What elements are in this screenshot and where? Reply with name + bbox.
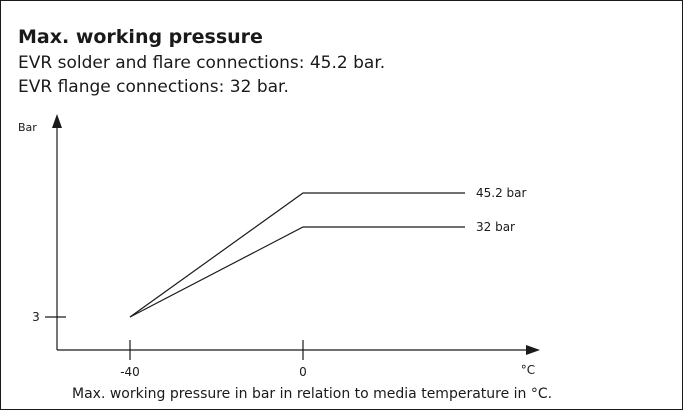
y-axis-label: Bar — [18, 121, 37, 134]
x-tick-label: -40 — [120, 365, 140, 379]
y-tick-label: 3 — [32, 310, 40, 324]
x-axis-label: °C — [521, 363, 535, 377]
curve-label: 32 bar — [476, 220, 515, 234]
y-arrow — [52, 114, 62, 128]
x-arrow — [526, 345, 540, 355]
curve-label: 45.2 bar — [476, 186, 527, 200]
curve — [129, 226, 465, 318]
spec-line: EVR flange connections: 32 bar. — [18, 77, 289, 97]
heading: Max. working pressure — [18, 26, 263, 48]
spec-line: EVR solder and flare connections: 45.2 b… — [18, 53, 385, 73]
caption: Max. working pressure in bar in relation… — [72, 386, 552, 402]
curve — [129, 192, 465, 318]
x-tick-label: 0 — [299, 365, 307, 379]
